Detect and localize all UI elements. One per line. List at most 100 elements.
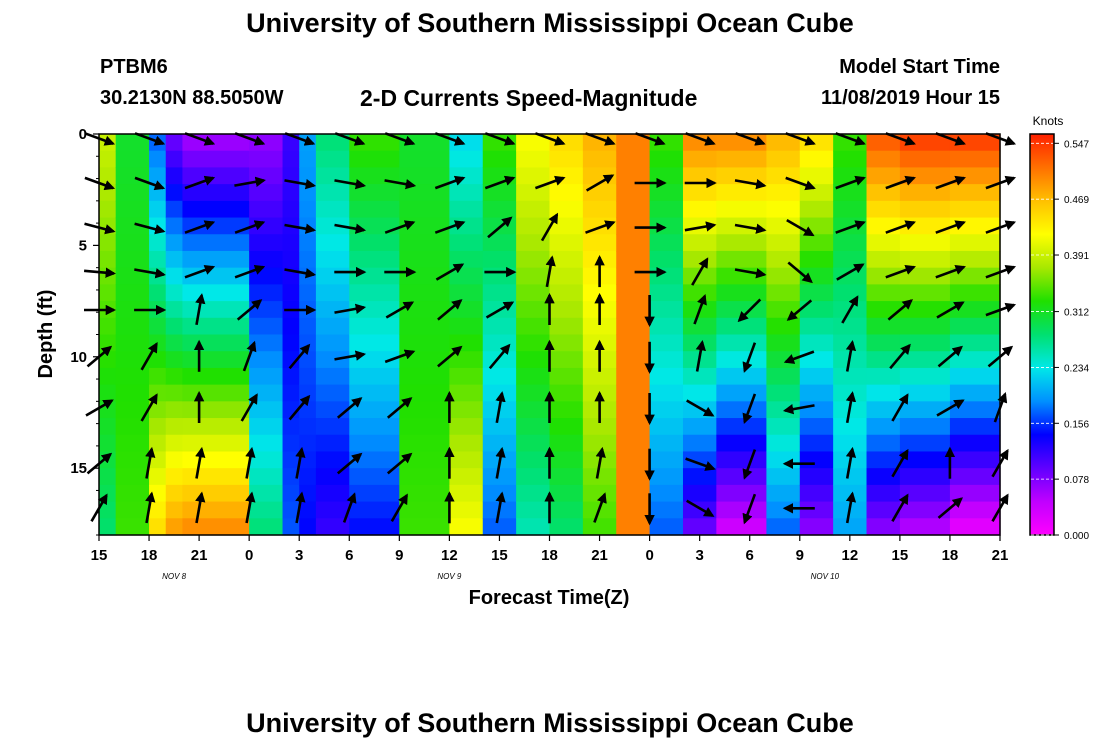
current-arrow (742, 393, 757, 425)
heat-cell (349, 384, 400, 402)
heat-cell (349, 284, 400, 302)
heat-cell (349, 200, 400, 219)
heat-cell (799, 451, 834, 469)
current-arrow (734, 268, 767, 279)
heat-cell (549, 351, 584, 369)
x-tick-label: 0 (645, 547, 653, 564)
heat-cell (115, 501, 150, 519)
heat-cell (616, 217, 651, 235)
heat-cell (299, 334, 317, 352)
heat-cell (349, 401, 400, 419)
heat-cell (315, 200, 350, 219)
main-title: University of Southern Mississippi Ocean… (246, 8, 854, 38)
heat-cell (282, 418, 300, 436)
heat-cell (282, 250, 300, 269)
current-arrow (386, 452, 413, 475)
heat-cell (315, 234, 350, 252)
heat-cell (682, 384, 717, 402)
heat-cell (299, 317, 317, 336)
heat-cell (315, 351, 350, 369)
heat-cell (582, 468, 617, 486)
heat-cell (249, 484, 284, 503)
chart-subtitle: 2-D Currents Speed-Magnitude (360, 85, 698, 111)
heat-cell (182, 401, 250, 419)
heat-cell (766, 484, 801, 503)
heat-cell (182, 234, 250, 252)
current-arrow (742, 449, 757, 480)
heat-cell (549, 184, 584, 202)
x-axis-label: Forecast Time(Z) (469, 587, 630, 609)
heat-cell (833, 200, 868, 219)
heat-cell (716, 234, 768, 252)
heat-cell (866, 217, 901, 235)
current-arrow (635, 132, 666, 146)
heat-cell (399, 401, 450, 419)
heat-cell (182, 167, 250, 185)
heat-cell (516, 250, 551, 269)
current-arrow (134, 222, 166, 235)
heat-cell (766, 250, 801, 269)
heat-cell (582, 367, 617, 386)
heat-cell (799, 184, 834, 202)
current-arrow (334, 179, 367, 190)
current-arrow (835, 175, 866, 190)
heat-cell (165, 150, 184, 169)
current-arrow (891, 393, 909, 422)
heat-cell (149, 167, 167, 185)
heat-cell (482, 150, 517, 169)
heat-cell (349, 484, 400, 503)
heat-cell (649, 250, 684, 269)
heat-cell (449, 451, 484, 469)
heat-cell (799, 301, 834, 319)
current-arrow (384, 132, 416, 146)
heat-cell (516, 484, 551, 503)
heat-cell (682, 250, 717, 269)
current-arrow (734, 179, 767, 190)
current-arrow (845, 339, 857, 372)
heat-cell (449, 284, 484, 302)
heat-cell (299, 468, 317, 486)
heat-cell (899, 518, 951, 536)
heat-cell (549, 134, 584, 152)
heat-cell (649, 418, 684, 436)
heat-cell (866, 334, 901, 352)
heat-cell (833, 418, 868, 436)
y-tick-label: 0 (79, 126, 87, 143)
heat-cell (899, 217, 951, 235)
heat-cell (766, 451, 801, 469)
heat-cell (549, 434, 584, 453)
heat-cell (115, 150, 150, 169)
heat-cell (549, 401, 584, 419)
current-arrow (585, 220, 616, 234)
current-arrow (140, 341, 158, 371)
heat-cell (182, 384, 250, 402)
heat-cell (449, 317, 484, 336)
heat-cell (866, 150, 901, 169)
heat-cell (549, 200, 584, 219)
heat-cell (249, 301, 284, 319)
heat-cell (682, 317, 717, 336)
heat-cell (399, 167, 450, 185)
heat-cell (399, 150, 450, 169)
heat-cell (99, 484, 117, 503)
heat-cell (315, 501, 350, 519)
heat-cell (165, 518, 184, 536)
current-arrow (234, 220, 266, 234)
current-arrow (234, 132, 266, 146)
heat-cell (282, 384, 300, 402)
colorbar-scale (1029, 133, 1055, 536)
current-arrow (134, 268, 166, 279)
colorbar-tick-label: 0.156 (1064, 419, 1089, 430)
heat-cell (99, 234, 117, 252)
current-arrow (384, 220, 416, 234)
heat-cell (315, 284, 350, 302)
heat-cell (949, 200, 1001, 219)
heat-cell (716, 301, 768, 319)
heat-cell (716, 250, 768, 269)
heat-cell (349, 501, 400, 519)
heat-cell (149, 217, 167, 235)
heat-cell (582, 484, 617, 503)
current-arrow (785, 132, 816, 146)
heat-cell (182, 351, 250, 369)
current-arrow (935, 175, 966, 190)
